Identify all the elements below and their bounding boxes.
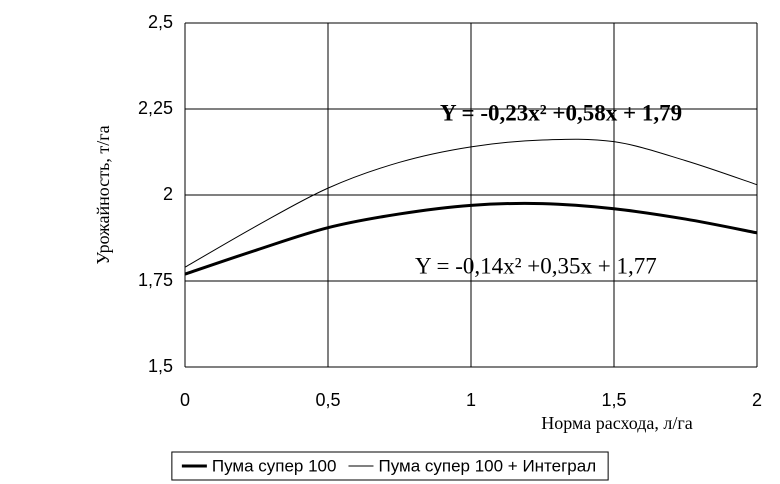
x-tick-label: 2 (752, 390, 762, 410)
y-tick-label: 1,75 (138, 270, 173, 290)
x-axis-title: Норма расхода, л/га (541, 413, 693, 433)
y-tick-label: 2,25 (138, 98, 173, 118)
legend-label: Пума супер 100 (212, 456, 337, 475)
legend-box (171, 451, 609, 481)
x-tick-label: 0,5 (315, 390, 340, 410)
annotation: Y = -0,14x² +0,35x + 1,77 (415, 253, 657, 278)
y-axis-title: Урожайность, т/га (93, 125, 113, 264)
y-tick-label: 1,5 (148, 356, 173, 376)
x-tick-label: 1 (466, 390, 476, 410)
annotation: Y = -0,23x² +0,58x + 1,79 (440, 100, 682, 125)
y-tick-label: 2,5 (148, 12, 173, 32)
series-line (184, 138, 758, 268)
series-line (184, 201, 758, 276)
legend-label: Пума супер 100 + Интеграл (378, 456, 596, 475)
y-tick-label: 2 (163, 184, 173, 204)
x-tick-label: 0 (180, 390, 190, 410)
x-tick-label: 1,5 (601, 390, 626, 410)
